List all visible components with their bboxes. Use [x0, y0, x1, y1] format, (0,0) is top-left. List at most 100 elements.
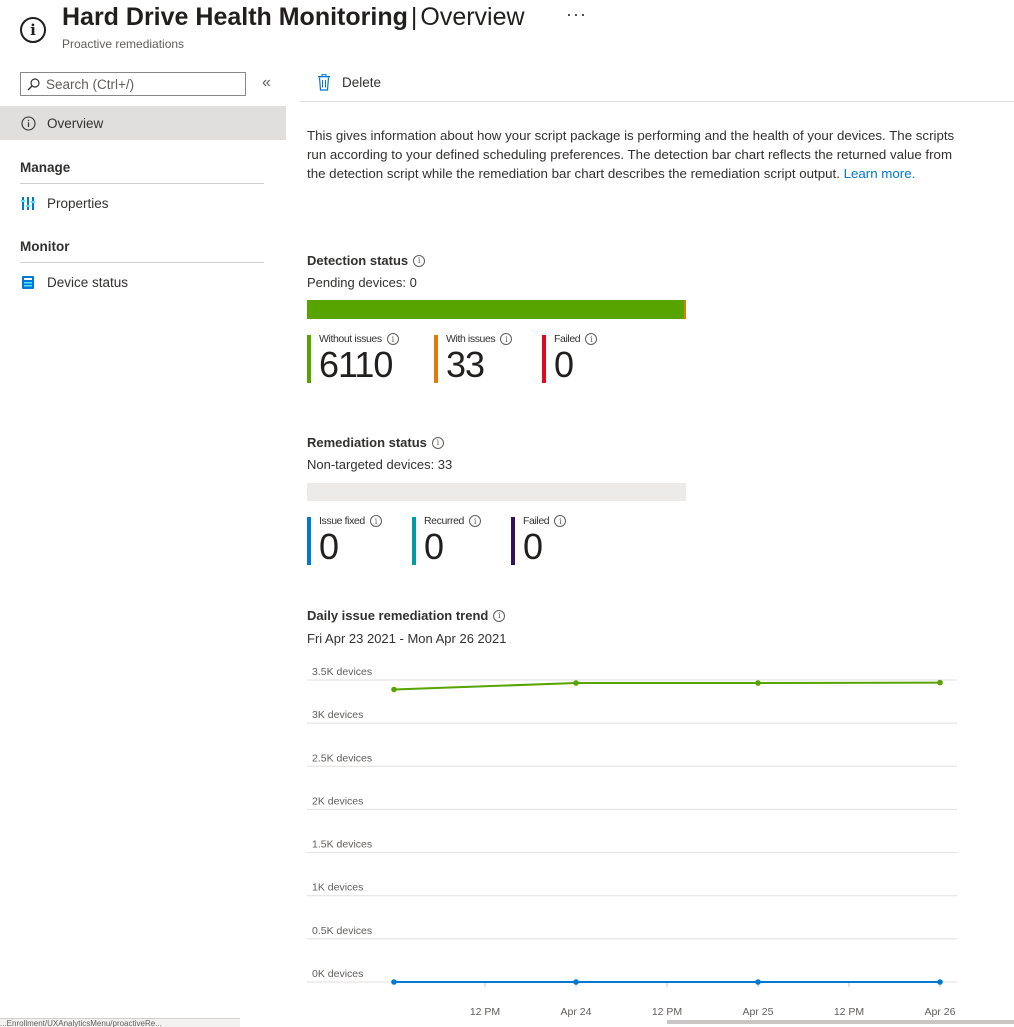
y-tick-label: 0.5K devices	[312, 925, 372, 937]
section-title-label: Daily issue remediation trend	[307, 608, 489, 623]
sidebar-item-device-status[interactable]: Device status	[0, 265, 286, 299]
x-tick-label: Apr 24	[561, 1006, 592, 1018]
section-title-label: Remediation status	[307, 435, 427, 450]
y-tick-label: 1K devices	[312, 882, 363, 894]
detection-bar-with-issues	[683, 300, 686, 319]
kpi-value: 0	[319, 526, 339, 567]
page-title: Hard Drive Health Monitoring | Overview	[62, 3, 525, 31]
series-point[interactable]	[937, 679, 943, 686]
series-line-0	[393, 681, 941, 691]
search-icon	[27, 77, 40, 90]
kpi-recurred: Recurred i 0	[412, 515, 481, 567]
sidebar-item-label: Properties	[47, 195, 109, 211]
kpi-label: Recurred	[424, 515, 464, 527]
info-icon[interactable]: i	[386, 333, 399, 345]
y-tick-label: 0K devices	[312, 968, 363, 980]
series-point[interactable]	[937, 979, 943, 985]
sidebar-item-label: Device status	[47, 274, 129, 290]
kpi-color-strip	[542, 335, 546, 383]
trend-title: Daily issue remediation trend i	[307, 608, 506, 623]
device-status-icon	[22, 275, 34, 289]
kpi-color-strip	[307, 517, 311, 565]
divider	[300, 101, 1014, 102]
kpi-color-strip	[412, 517, 416, 565]
status-bar-url: ...Enrollment/UXAnalyticsMenu/proactiveR…	[0, 1018, 240, 1027]
kpi-value: 0	[424, 526, 444, 567]
kpi-issue-fixed: Issue fixed i 0	[307, 515, 382, 567]
sidebar-item-properties[interactable]: Properties	[0, 186, 286, 220]
pending-devices: Pending devices: 0	[307, 275, 417, 290]
kpi-color-strip	[511, 517, 515, 565]
kpi-value: 0	[523, 526, 543, 567]
y-tick-label: 3K devices	[312, 709, 363, 721]
x-tick-label: 12 PM	[834, 1006, 864, 1018]
y-tick-label: 3.5K devices	[312, 666, 372, 678]
x-tick-label: 12 PM	[470, 1006, 500, 1018]
kpi-label: Failed	[523, 515, 550, 527]
kpi-remediation-failed: Failed i 0	[511, 515, 567, 567]
sidebar-item-label: Overview	[47, 115, 104, 131]
series-point[interactable]	[755, 680, 761, 686]
section-title-label: Detection status	[307, 253, 409, 268]
info-icon: i	[20, 17, 46, 43]
page-subtitle: Proactive remediations	[62, 37, 185, 51]
divider	[20, 183, 264, 184]
search-placeholder: Search (Ctrl+/)	[46, 76, 135, 92]
remediation-status-title: Remediation status i	[307, 435, 444, 450]
info-icon[interactable]: i	[585, 333, 598, 345]
series-point[interactable]	[573, 680, 579, 686]
detection-status-title: Detection status i	[307, 253, 426, 268]
kpi-color-strip	[434, 335, 438, 383]
more-actions-button[interactable]: ···	[566, 4, 587, 24]
sidebar-group-monitor: Monitor	[20, 239, 70, 254]
x-tick-label: 12 PM	[652, 1006, 682, 1018]
kpi-label: Without issues	[319, 333, 382, 345]
divider	[20, 262, 264, 263]
kpi-value: 33	[446, 344, 485, 385]
series-point[interactable]	[391, 979, 397, 985]
info-icon[interactable]: i	[369, 515, 382, 527]
info-icon[interactable]: i	[468, 515, 481, 527]
info-icon[interactable]: i	[431, 436, 444, 449]
learn-more-link[interactable]: Learn more.	[843, 166, 916, 181]
y-tick-label: 2.5K devices	[312, 752, 372, 764]
kpi-label: Failed	[554, 333, 581, 345]
series-point[interactable]	[755, 979, 761, 985]
kpi-label: With issues	[446, 333, 496, 345]
detection-bar	[307, 300, 686, 319]
info-icon[interactable]: i	[554, 515, 567, 527]
search-input[interactable]: Search (Ctrl+/)	[20, 72, 246, 96]
non-targeted-devices: Non-targeted devices: 33	[307, 457, 453, 472]
series-point[interactable]	[573, 979, 579, 985]
kpi-label: Issue fixed	[319, 515, 365, 527]
info-circle-icon	[20, 115, 36, 131]
kpi-failed: Failed i 0	[542, 333, 598, 385]
delete-button[interactable]: Delete	[316, 74, 381, 91]
description: This gives information about how your sc…	[307, 126, 967, 183]
kpi-value: 6110	[319, 344, 393, 385]
trash-icon	[318, 74, 330, 91]
delete-label: Delete	[342, 75, 382, 90]
sidebar-item-overview[interactable]: Overview	[0, 106, 286, 140]
kpi-without-issues: Without issues i 6110	[307, 333, 399, 385]
remediation-bar	[307, 483, 686, 501]
info-icon[interactable]: i	[413, 254, 426, 267]
properties-icon	[21, 196, 35, 210]
kpi-value: 0	[554, 344, 574, 385]
x-tick-label: Apr 26	[925, 1006, 956, 1018]
collapse-sidebar-button[interactable]: «	[262, 74, 271, 91]
series-point[interactable]	[391, 686, 397, 693]
trend-date-range: Fri Apr 23 2021 - Mon Apr 26 2021	[307, 631, 507, 646]
kpi-with-issues: With issues i 33	[434, 333, 513, 385]
info-icon[interactable]: i	[500, 333, 513, 345]
kpi-color-strip	[307, 335, 311, 383]
detection-bar-without-issues	[307, 300, 684, 319]
info-icon[interactable]: i	[493, 609, 506, 622]
horizontal-scrollbar[interactable]	[667, 1020, 1014, 1024]
y-tick-label: 2K devices	[312, 795, 363, 807]
x-tick-label: Apr 25	[743, 1006, 774, 1018]
sidebar-group-manage: Manage	[20, 160, 71, 175]
description-text: This gives information about how your sc…	[307, 128, 955, 181]
y-tick-label: 1.5K devices	[312, 839, 372, 851]
